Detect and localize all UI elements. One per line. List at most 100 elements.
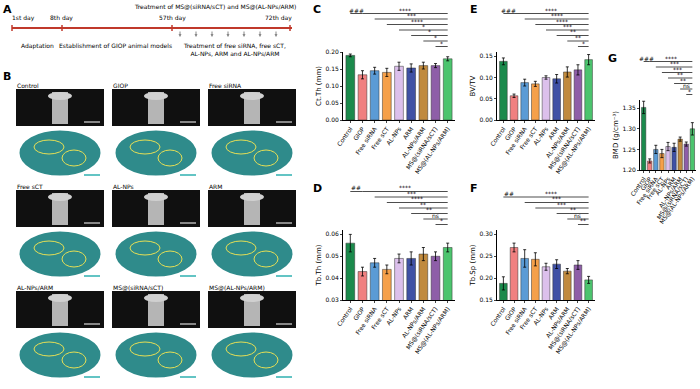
svg-text:*: * [688, 88, 691, 95]
svg-text:###: ### [639, 55, 654, 62]
svg-text:**: ** [420, 201, 426, 208]
svg-text:AL-NPs/ARM: AL-NPs/ARM [400, 305, 426, 339]
svg-text:Tb.Th (mm): Tb.Th (mm) [315, 244, 323, 286]
svg-text:GIOP: GIOP [503, 305, 517, 321]
svg-text:***: *** [673, 66, 682, 73]
svg-text:****: **** [399, 184, 411, 191]
svg-text:****: **** [399, 7, 411, 14]
svg-text:***: *** [552, 195, 561, 202]
svg-text:MS@(siRNA/sCT): MS@(siRNA/sCT) [655, 175, 690, 221]
svg-text:GIOP: GIOP [352, 125, 366, 141]
svg-text:0.05: 0.05 [325, 252, 339, 259]
svg-text:***: *** [407, 190, 416, 197]
svg-text:AL-NPs: AL-NPs [385, 125, 403, 146]
svg-text:0.15: 0.15 [479, 52, 493, 59]
svg-text:F: F [470, 182, 478, 195]
svg-text:MS@(AL-NPs/ARM): MS@(AL-NPs/ARM) [209, 284, 265, 292]
svg-text:0.15: 0.15 [479, 296, 493, 303]
svg-text:Free siRNA: Free siRNA [504, 305, 529, 336]
svg-text:Free sCT: Free sCT [645, 175, 666, 200]
svg-text:**: ** [575, 34, 581, 41]
svg-text:0.20: 0.20 [325, 48, 339, 55]
svg-text:GIOP: GIOP [352, 305, 366, 321]
svg-text:1.30: 1.30 [622, 125, 636, 132]
svg-text:ARM: ARM [401, 305, 414, 320]
svg-text:0.00: 0.00 [325, 116, 339, 123]
svg-text:ARM: ARM [546, 305, 559, 320]
svg-text:Treatment of free siRNA, free: Treatment of free siRNA, free sCT,AL-NPs… [183, 42, 286, 57]
svg-text:0.30: 0.30 [479, 230, 493, 237]
svg-text:1.35: 1.35 [622, 104, 636, 111]
svg-text:**: ** [570, 28, 576, 35]
svg-text:ns: ns [574, 212, 581, 219]
svg-text:AL-NPs/ARM: AL-NPs/ARM [657, 175, 683, 209]
svg-text:****: **** [556, 18, 568, 25]
svg-text:MS@(AL-NPs/ARM): MS@(AL-NPs/ARM) [658, 175, 697, 225]
svg-text:Control: Control [335, 305, 353, 327]
svg-text:MS@(siRNA/sCT): MS@(siRNA/sCT) [404, 125, 439, 171]
svg-text:Free siRNA: Free siRNA [354, 125, 379, 156]
svg-text:57th day: 57th day [159, 14, 186, 22]
svg-text:AL-NPs: AL-NPs [385, 305, 403, 326]
svg-text:0.05: 0.05 [325, 99, 339, 106]
svg-text:ns: ns [683, 82, 690, 89]
svg-text:0.20: 0.20 [479, 274, 493, 281]
svg-text:Free sCT: Free sCT [17, 183, 43, 190]
svg-text:**: ** [680, 77, 686, 84]
svg-text:##: ## [504, 190, 514, 197]
svg-text:Control: Control [335, 125, 353, 147]
svg-text:Free sCT: Free sCT [370, 305, 391, 330]
svg-text:*: * [582, 40, 585, 47]
svg-text:Free sCT: Free sCT [518, 125, 539, 150]
svg-text:Control: Control [488, 305, 506, 327]
svg-text:Free siRNA: Free siRNA [635, 175, 660, 206]
svg-text:*: * [428, 28, 431, 35]
svg-text:*: * [434, 34, 437, 41]
svg-text:BV/TV: BV/TV [469, 75, 477, 96]
svg-text:ARM: ARM [209, 183, 222, 190]
svg-text:Free sCT: Free sCT [370, 125, 391, 150]
svg-text:****: **** [545, 190, 557, 197]
svg-text:*: * [440, 40, 443, 47]
svg-text:Control: Control [488, 125, 506, 147]
svg-text:**: ** [426, 206, 432, 213]
svg-text:Free siRNA: Free siRNA [354, 305, 379, 336]
svg-text:AL-NPs/ARM: AL-NPs/ARM [17, 284, 53, 291]
svg-text:0.03: 0.03 [325, 296, 339, 303]
svg-text:1st day: 1st day [12, 14, 35, 22]
svg-text:0.00: 0.00 [479, 116, 493, 123]
svg-text:***: *** [670, 60, 679, 67]
svg-text:0.25: 0.25 [479, 252, 493, 259]
svg-text:*: * [440, 217, 443, 224]
svg-text:G: G [608, 52, 617, 65]
svg-text:A: A [3, 3, 12, 16]
svg-text:ARM: ARM [546, 125, 559, 140]
svg-text:###: ### [501, 7, 516, 14]
svg-text:Control: Control [629, 175, 647, 197]
svg-text:MS@(AL-NPs/ARM): MS@(AL-NPs/ARM) [554, 305, 593, 355]
svg-text:MS@(siRNA/sCT): MS@(siRNA/sCT) [547, 305, 582, 351]
svg-text:C: C [313, 3, 321, 16]
svg-text:E: E [470, 3, 478, 16]
svg-text:ARM: ARM [401, 125, 414, 140]
svg-text:AL-NPs/ARM: AL-NPs/ARM [544, 125, 570, 159]
svg-text:1.20: 1.20 [622, 166, 636, 173]
svg-text:72th day: 72th day [265, 14, 292, 22]
svg-text:Free sCT: Free sCT [518, 305, 539, 330]
svg-text:*: * [422, 23, 425, 30]
svg-text:0.05: 0.05 [479, 95, 493, 102]
svg-text:**: ** [580, 217, 586, 224]
svg-text:GIOP: GIOP [503, 125, 517, 141]
svg-text:Control: Control [17, 82, 39, 89]
svg-text:MS@(AL-NPs/ARM): MS@(AL-NPs/ARM) [413, 305, 452, 355]
svg-text:****: **** [411, 195, 423, 202]
svg-text:1.25: 1.25 [622, 146, 636, 153]
svg-text:**: ** [570, 206, 576, 213]
svg-text:AL-NPs: AL-NPs [532, 125, 550, 146]
svg-text:Establishment of GIOP animal m: Establishment of GIOP animal models [59, 42, 172, 49]
svg-text:GIOP: GIOP [113, 82, 128, 89]
svg-text:***: *** [407, 12, 416, 19]
svg-text:Free siRNA: Free siRNA [209, 82, 242, 89]
svg-text:Treatment of MS@(siRNA/sCT) an: Treatment of MS@(siRNA/sCT) and MS@(AL-N… [134, 3, 296, 11]
svg-text:D: D [313, 182, 322, 195]
